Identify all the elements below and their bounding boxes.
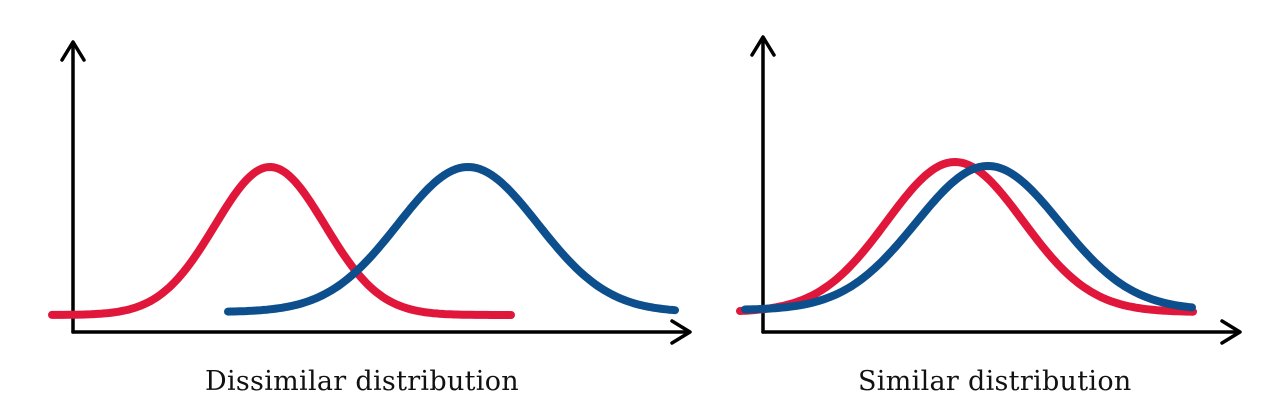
- caption-similar: Similar distribution: [858, 366, 1132, 397]
- y-axis-arrowhead: [750, 35, 776, 57]
- dissimilar-plot: [48, 40, 692, 345]
- blue-distribution-curve: [224, 163, 679, 316]
- similar-plot: [736, 35, 1242, 345]
- dissimilar-panel: Dissimilar distribution: [48, 40, 692, 397]
- blue-distribution-curve: [741, 162, 1196, 314]
- red-distribution-curve: [736, 158, 1197, 316]
- similar-panel: Similar distribution: [700, 0, 1286, 419]
- red-distribution-curve: [48, 163, 515, 319]
- caption-dissimilar: Dissimilar distribution: [205, 366, 519, 397]
- y-axis-arrowhead: [60, 40, 86, 62]
- x-axis-arrowhead: [670, 319, 692, 345]
- x-axis-arrowhead: [1220, 319, 1242, 345]
